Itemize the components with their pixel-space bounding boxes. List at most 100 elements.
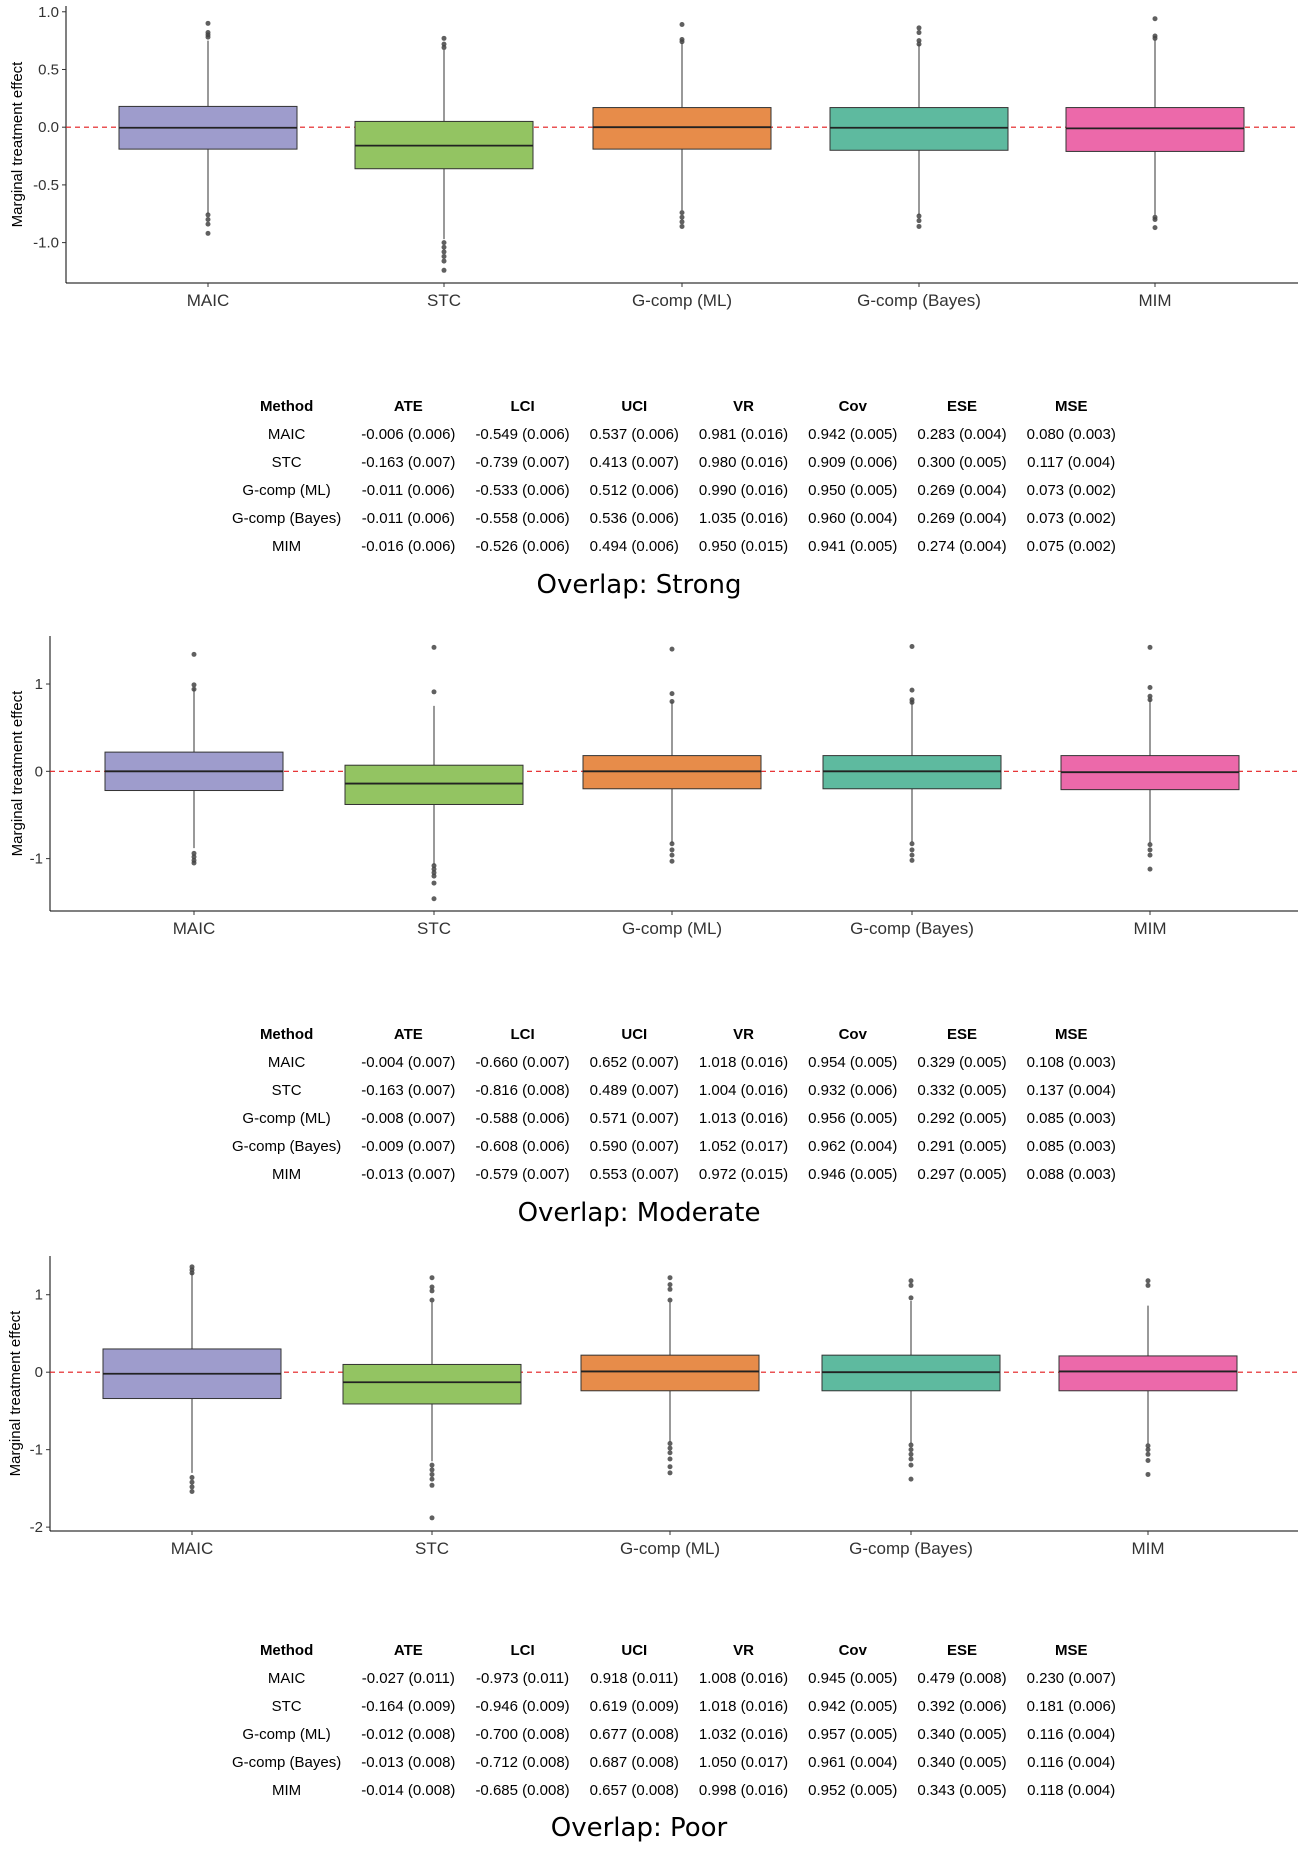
table-header-cell: LCI (510, 1641, 535, 1659)
outlier-point (669, 858, 675, 864)
table-cell: 0.941 (0.005) (808, 537, 898, 555)
outlier-point (667, 1440, 673, 1446)
outlier-point (189, 1475, 195, 1481)
outlier-point (909, 687, 915, 693)
y-tick-label: 0.5 (38, 61, 59, 78)
table-cell: G-comp (Bayes) (232, 509, 342, 527)
y-tick-label: -1 (30, 1442, 43, 1459)
table-cell: 0.085 (0.003) (1026, 1109, 1116, 1127)
table-cell: 0.297 (0.005) (917, 1165, 1007, 1183)
table-cell: -0.526 (0.006) (475, 537, 570, 555)
table-cell: 0.942 (0.005) (808, 425, 898, 443)
table-cell: 0.972 (0.015) (698, 1165, 789, 1183)
table-cell: -0.700 (0.008) (475, 1725, 570, 1743)
box-stc (344, 644, 524, 902)
outlier-point (679, 219, 685, 225)
table-cell: 0.269 (0.004) (917, 481, 1007, 499)
table-cell: 0.952 (0.005) (808, 1781, 898, 1799)
table-cell: 0.137 (0.004) (1026, 1081, 1116, 1099)
outlier-point (205, 230, 211, 236)
outlier-point (189, 1488, 195, 1494)
y-tick-label: 1.0 (38, 4, 59, 21)
stats-table-strong: Method ATE LCI UCI VR Cov ESE MSE MAIC -0.006 (0.… (222, 392, 1126, 560)
table-cell: -0.012 (0.008) (361, 1725, 456, 1743)
outlier-point (441, 258, 447, 264)
table-header-cell: MSE (1054, 1641, 1088, 1659)
outlier-point (1145, 1278, 1151, 1284)
y-tick-label: 1 (35, 676, 43, 693)
y-tick-label: 0.0 (38, 119, 59, 136)
outlier-point (916, 41, 922, 47)
table-cell: 0.998 (0.016) (698, 1781, 789, 1799)
outlier-point (1147, 697, 1153, 703)
table-cell: 0.108 (0.003) (1026, 1053, 1116, 1071)
outlier-point (431, 863, 437, 869)
table-cell: -0.533 (0.006) (475, 481, 570, 499)
table-cell: MAIC (267, 1669, 306, 1687)
caption-poor: Overlap: Poor (550, 1813, 728, 1843)
table-cell: 0.116 (0.004) (1027, 1725, 1116, 1743)
boxplot-strong: Marginal treatment effect 1.0 0.5 0.0 -0.5 -1… (0, 0, 1306, 310)
table-cell: 0.088 (0.003) (1026, 1165, 1116, 1183)
table-cell: -0.579 (0.007) (475, 1165, 570, 1183)
outlier-point (679, 210, 685, 216)
y-tick-label: -0.5 (33, 177, 59, 194)
x-tick-label: STC (415, 1539, 449, 1558)
table-cell: 1.008 (0.016) (698, 1669, 789, 1687)
boxplot-strong-svg: Marginal treatment effect 1.0 0.5 0.0 -0.5 -1… (9, 4, 1298, 310)
outlier-point (429, 1462, 435, 1468)
outlier-point (191, 850, 197, 856)
table-row: G-comp (Bayes) -0.009 (0.007) -0.608 (0.00… (222, 1132, 1126, 1160)
outlier-point (441, 253, 447, 259)
y-axis-label: Marginal treatment effect (9, 690, 26, 856)
outlier-point (431, 873, 437, 879)
table-cell: G-comp (ML) (242, 1725, 331, 1743)
table-cell: -0.008 (0.007) (361, 1109, 456, 1127)
outlier-point (667, 1282, 673, 1288)
outlier-point (431, 689, 437, 695)
outlier-point (908, 1456, 914, 1462)
table-header-cell: UCI (621, 1025, 648, 1043)
outlier-point (916, 25, 922, 31)
table-cell: G-comp (ML) (242, 481, 331, 499)
table-cell: 0.657 (0.008) (589, 1781, 679, 1799)
outlier-point (1147, 842, 1153, 848)
outlier-point (429, 1284, 435, 1290)
table-cell: STC (271, 1697, 302, 1715)
outlier-point (669, 691, 675, 697)
outlier-point (909, 841, 915, 847)
table-header-cell: LCI (510, 397, 535, 415)
table-cell: -0.009 (0.007) (361, 1137, 456, 1155)
table-cell: 0.329 (0.005) (917, 1053, 1007, 1071)
outlier-point (431, 644, 437, 650)
box-mim (1060, 644, 1240, 872)
outlier-point (1145, 1458, 1151, 1464)
box-g-comp-bayes (829, 25, 1009, 229)
outlier-point (429, 1467, 435, 1473)
y-tick-label: -1 (30, 851, 43, 868)
outlier-point (191, 651, 197, 657)
table-cell: -0.013 (0.008) (361, 1753, 456, 1771)
table-header-cell: Cov (838, 1641, 867, 1659)
table-cell: -0.739 (0.007) (475, 453, 570, 471)
stats-table-moderate: Method ATE LCI UCI VR Cov ESE MSE MAIC -0.004 (0.… (222, 1020, 1126, 1188)
outlier-point (1145, 1443, 1151, 1449)
outlier-point (909, 857, 915, 863)
x-tick-label: G-comp (Bayes) (849, 1539, 973, 1558)
outlier-point (441, 244, 447, 250)
outlier-point (908, 1295, 914, 1301)
table-cell: -0.164 (0.009) (361, 1697, 456, 1715)
table-header-cell: ESE (946, 1641, 977, 1659)
box-mim (1058, 1278, 1238, 1477)
outlier-point (908, 1462, 914, 1468)
table-row: MIM -0.013 (0.007) -0.579 (0.007) 0.553 (0.… (222, 1160, 1126, 1188)
outlier-point (431, 870, 437, 876)
outlier-point (679, 39, 685, 45)
box-stc (354, 35, 534, 273)
table-header-cell: Method (259, 397, 314, 415)
table-cell: 0.536 (0.006) (589, 509, 679, 527)
outlier-point (1147, 693, 1153, 699)
outlier-point (429, 1482, 435, 1488)
y-tick-label: 0 (35, 763, 43, 780)
x-tick-label: MAIC (187, 291, 230, 310)
